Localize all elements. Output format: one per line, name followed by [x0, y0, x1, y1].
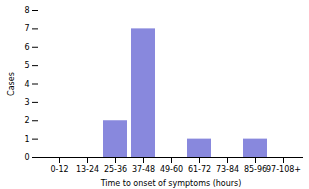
svg-text:1: 1 [24, 135, 29, 144]
svg-text:4: 4 [24, 80, 29, 89]
svg-text:Cases: Cases [7, 72, 16, 96]
svg-text:49-60: 49-60 [160, 165, 183, 174]
svg-text:8: 8 [24, 6, 29, 15]
svg-text:0: 0 [24, 153, 29, 162]
svg-text:0-12: 0-12 [50, 165, 68, 174]
svg-text:7: 7 [24, 24, 29, 33]
svg-text:25-36: 25-36 [104, 165, 127, 174]
svg-text:37-48: 37-48 [132, 165, 155, 174]
svg-text:6: 6 [24, 43, 29, 52]
svg-text:85-96: 85-96 [244, 165, 267, 174]
svg-text:2: 2 [24, 116, 29, 125]
svg-text:5: 5 [24, 61, 29, 70]
svg-text:61-72: 61-72 [188, 165, 211, 174]
svg-text:97-108+: 97-108+ [266, 165, 301, 174]
svg-text:3: 3 [24, 98, 29, 107]
svg-text:Time to onset of symptoms (hou: Time to onset of symptoms (hours) [100, 179, 242, 188]
svg-text:73-84: 73-84 [216, 165, 239, 174]
svg-text:13-24: 13-24 [76, 165, 99, 174]
